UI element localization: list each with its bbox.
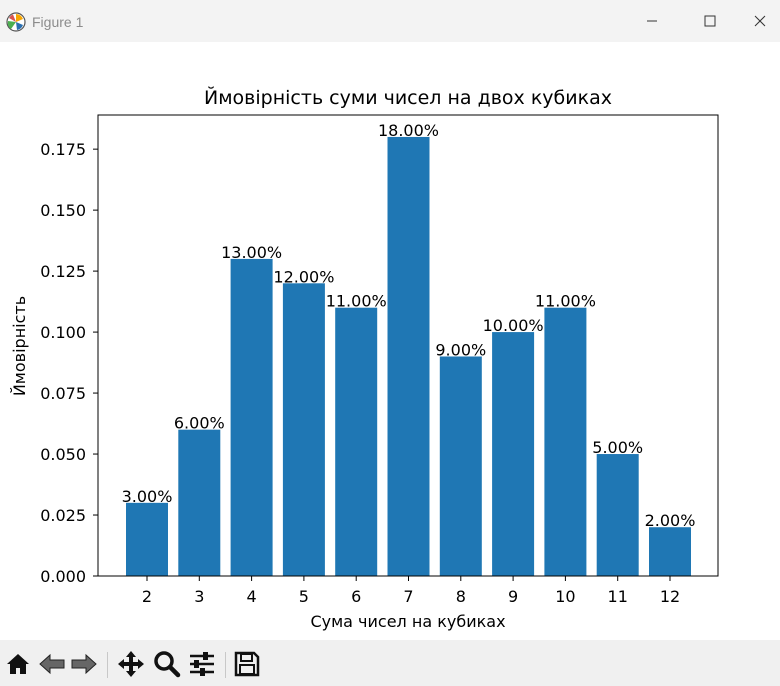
bar — [387, 136, 430, 576]
home-button[interactable] — [4, 650, 32, 678]
pan-icon — [118, 651, 144, 677]
forward-button[interactable] — [70, 650, 98, 678]
back-icon — [39, 653, 65, 675]
bar — [126, 502, 168, 576]
y-tick-label: 0.050 — [40, 445, 86, 464]
x-tick-label: 8 — [456, 587, 466, 606]
bar-value-label: 18.00% — [378, 121, 439, 140]
x-tick-label: 7 — [403, 587, 413, 606]
x-tick-label: 5 — [299, 587, 309, 606]
bar-value-label: 11.00% — [535, 292, 596, 311]
toolbar-separator — [107, 652, 108, 678]
maximize-button[interactable] — [682, 0, 738, 42]
y-tick-label: 0.100 — [40, 323, 86, 342]
bar — [178, 429, 221, 576]
bar-value-label: 13.00% — [221, 243, 282, 262]
matplotlib-logo-icon — [6, 12, 26, 32]
bar-value-label: 3.00% — [122, 487, 173, 506]
bar-value-label: 11.00% — [326, 292, 387, 311]
window-titlebar[interactable]: Figure 1 — [0, 0, 780, 42]
x-tick-label: 3 — [194, 587, 204, 606]
pan-button[interactable] — [116, 650, 146, 678]
y-tick-label: 0.125 — [40, 262, 86, 281]
close-icon — [754, 15, 766, 27]
x-tick-label: 12 — [660, 587, 680, 606]
minimize-icon — [647, 20, 657, 22]
navigation-toolbar — [0, 640, 780, 686]
bar — [439, 356, 482, 576]
home-icon — [7, 654, 29, 674]
zoom-icon — [154, 651, 181, 678]
bar — [492, 332, 535, 576]
bar — [335, 307, 378, 576]
x-tick-label: 10 — [555, 587, 575, 606]
configure-subplots-button[interactable] — [187, 650, 217, 678]
y-tick-label: 0.175 — [40, 140, 86, 159]
toolbar-separator — [225, 652, 226, 678]
y-tick-label: 0.000 — [40, 567, 86, 586]
x-tick-label: 6 — [351, 587, 361, 606]
window-title: Figure 1 — [32, 14, 84, 30]
save-icon — [234, 651, 260, 677]
x-tick-label: 4 — [247, 587, 257, 606]
zoom-button[interactable] — [152, 650, 182, 678]
axes-frame — [97, 114, 719, 577]
x-tick-label: 11 — [608, 587, 628, 606]
minimize-button[interactable] — [624, 0, 680, 42]
x-tick-label: 9 — [508, 587, 518, 606]
x-axis-label: Сума чисел на кубиках — [310, 612, 505, 631]
bar-value-label: 12.00% — [273, 267, 334, 286]
bar-value-label: 5.00% — [592, 438, 643, 457]
bar-value-label: 2.00% — [645, 511, 696, 530]
back-button[interactable] — [38, 650, 66, 678]
chart-title: Ймовірність суми чисел на двох кубиках — [204, 86, 612, 109]
y-tick-label: 0.150 — [40, 201, 86, 220]
figure-canvas[interactable]: Ймовірність суми чисел на двох кубиках 0… — [0, 42, 780, 640]
x-tick-label: 2 — [142, 587, 152, 606]
bar-value-label: 10.00% — [483, 316, 544, 335]
bar — [230, 258, 273, 576]
maximize-icon — [704, 15, 716, 27]
bar-value-label: 9.00% — [435, 340, 486, 359]
bar — [544, 307, 587, 576]
configure-subplots-icon — [190, 652, 214, 676]
save-button[interactable] — [232, 650, 262, 678]
y-tick-label: 0.075 — [40, 384, 86, 403]
forward-icon — [71, 653, 97, 675]
y-axis-label: Ймовірність — [10, 296, 29, 396]
bar-value-label: 6.00% — [174, 414, 225, 433]
close-button[interactable] — [740, 0, 780, 42]
bar — [282, 283, 325, 576]
bar — [649, 527, 691, 576]
bar-chart: Ймовірність суми чисел на двох кубиках 0… — [10, 86, 719, 631]
bar — [596, 454, 639, 576]
y-tick-label: 0.025 — [40, 506, 86, 525]
